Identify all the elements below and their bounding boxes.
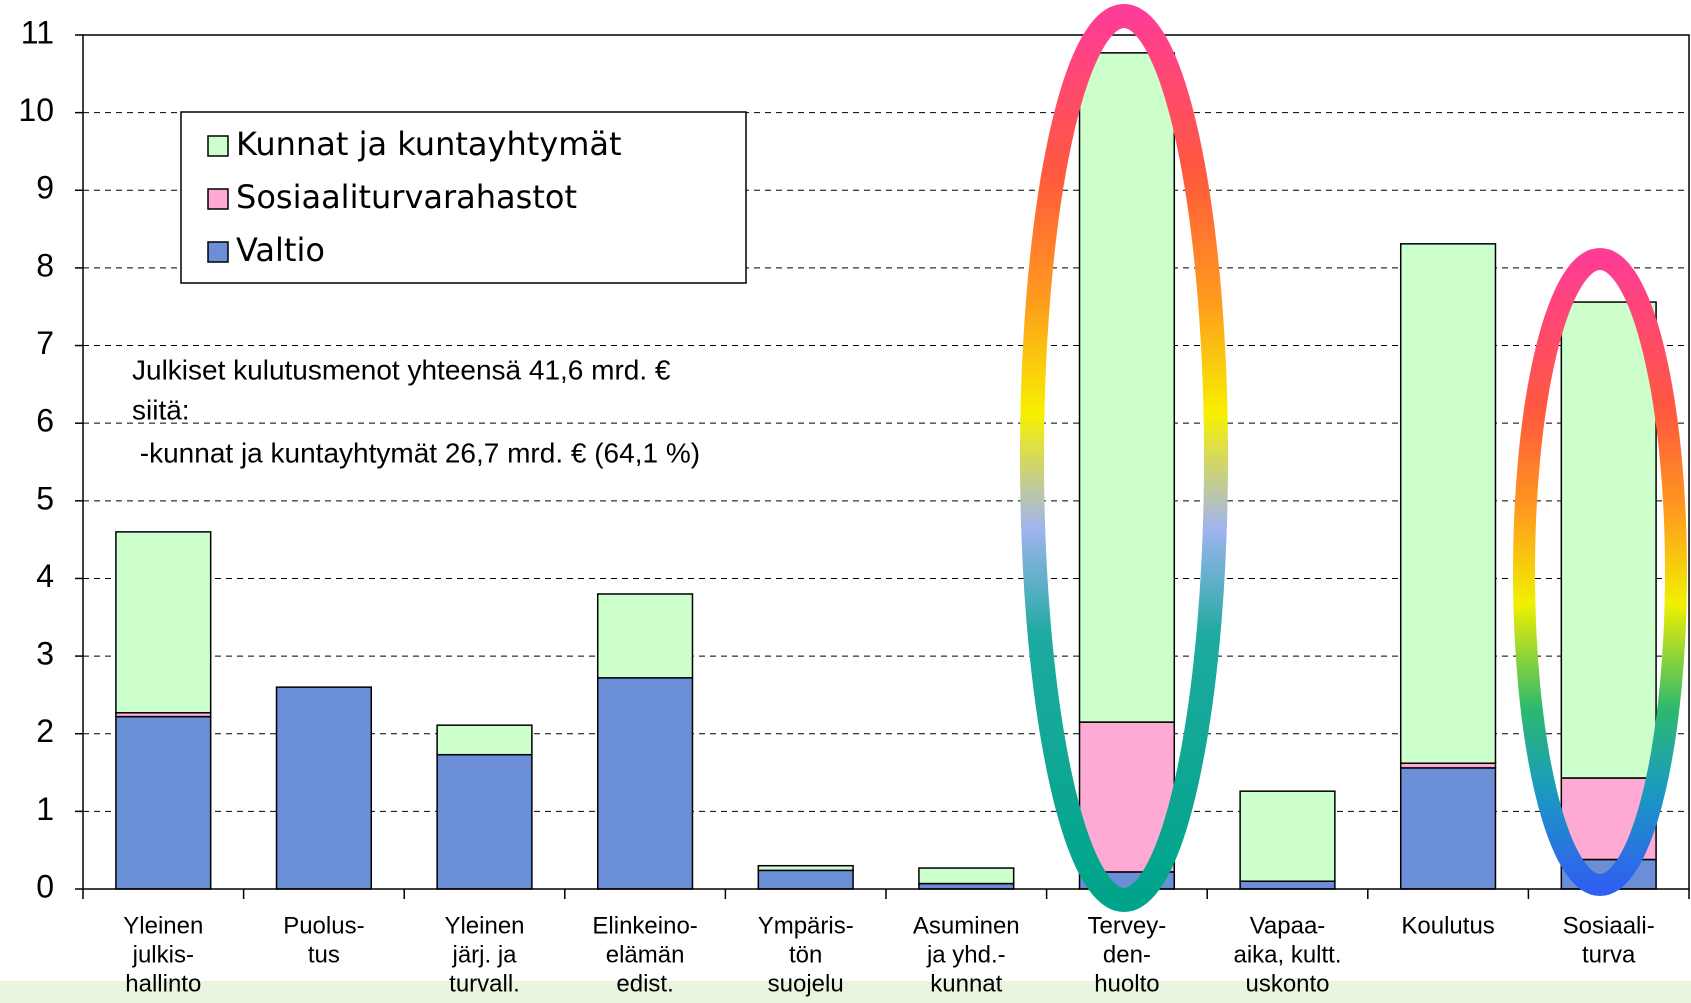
- bar-segment: [437, 725, 532, 755]
- bar-segment: [758, 870, 853, 889]
- y-tick-label: 7: [36, 325, 54, 361]
- x-tick-label: edist.: [616, 970, 673, 997]
- bar-segment: [919, 884, 1014, 889]
- bar-segment: [277, 687, 372, 889]
- y-tick-label: 0: [36, 868, 54, 904]
- x-tick-label: Asuminen: [913, 912, 1020, 939]
- bar-segment: [437, 755, 532, 889]
- y-tick-label: 6: [36, 403, 54, 439]
- y-tick-label: 3: [36, 636, 54, 672]
- x-tick-label: Sosiaali-: [1563, 912, 1655, 939]
- chart: Kunnat ja kuntayhtymät Sosiaaliturvarahas…: [0, 0, 1691, 1003]
- y-tick-label: 1: [36, 791, 54, 827]
- x-tick-label: järj. ja: [451, 941, 517, 968]
- annotation: siitä:: [132, 394, 190, 425]
- bar-segment: [1401, 768, 1496, 889]
- x-tick-label: Yleinen: [123, 912, 203, 939]
- legend-swatch: [208, 136, 228, 156]
- x-tick-label: tön: [789, 941, 822, 968]
- x-tick-label: ja yhd.-: [926, 941, 1006, 968]
- legend-label: Sosiaaliturvarahastot: [236, 178, 577, 216]
- bar-segment: [598, 678, 693, 889]
- x-tick-label: Puolus-: [283, 912, 364, 939]
- annotation: Julkiset kulutusmenot yhteensä 41,6 mrd.…: [132, 354, 671, 385]
- x-tick-label: huolto: [1094, 970, 1159, 997]
- x-tick-label: Elinkeino-: [592, 912, 697, 939]
- legend-label: Kunnat ja kuntayhtymät: [236, 125, 622, 163]
- y-tick-label: 2: [36, 713, 54, 749]
- x-tick-label: elämän: [606, 941, 685, 968]
- x-tick-label: Yleinen: [444, 912, 524, 939]
- x-tick-label: hallinto: [125, 970, 201, 997]
- x-tick-label: aika, kultt.: [1233, 941, 1341, 968]
- x-tick-label: julkis-: [132, 941, 194, 968]
- y-tick-label: 5: [36, 480, 54, 516]
- y-tick-label: 9: [36, 170, 54, 206]
- bar-segment: [116, 717, 211, 889]
- x-tick-label: Vapaa-: [1250, 912, 1326, 939]
- y-tick-label: 4: [36, 558, 54, 594]
- y-tick-label: 10: [18, 92, 54, 128]
- bar-segment: [1561, 302, 1656, 778]
- legend-swatch: [208, 189, 228, 209]
- x-tick-label: turva: [1582, 941, 1636, 968]
- x-tick-label: Ympäris-: [758, 912, 854, 939]
- legend-swatch: [208, 242, 228, 262]
- bar-segment: [1080, 53, 1175, 722]
- x-tick-label: Koulutus: [1401, 912, 1494, 939]
- x-tick-label: den-: [1103, 941, 1151, 968]
- x-tick-label: suojelu: [768, 970, 844, 997]
- y-tick-label: 11: [21, 14, 54, 50]
- bar-segment: [919, 868, 1014, 884]
- annotation: -kunnat ja kuntayhtymät 26,7 mrd. € (64,…: [132, 437, 700, 468]
- footer-band: [0, 981, 1691, 1003]
- bar-segment: [598, 594, 693, 678]
- x-tick-label: uskonto: [1245, 970, 1329, 997]
- legend-label: Valtio: [236, 231, 325, 269]
- y-tick-label: 8: [36, 247, 54, 283]
- bar-segment: [758, 866, 853, 871]
- bar-segment: [116, 532, 211, 713]
- legend: Kunnat ja kuntayhtymät Sosiaaliturvarahas…: [181, 112, 746, 283]
- x-tick-label: turvall.: [449, 970, 520, 997]
- bar-segment: [1240, 881, 1335, 889]
- bar-segment: [1401, 244, 1496, 763]
- x-tick-label: Tervey-: [1088, 912, 1167, 939]
- x-tick-label: tus: [308, 941, 340, 968]
- bar-segment: [1240, 791, 1335, 881]
- x-tick-label: kunnat: [930, 970, 1002, 997]
